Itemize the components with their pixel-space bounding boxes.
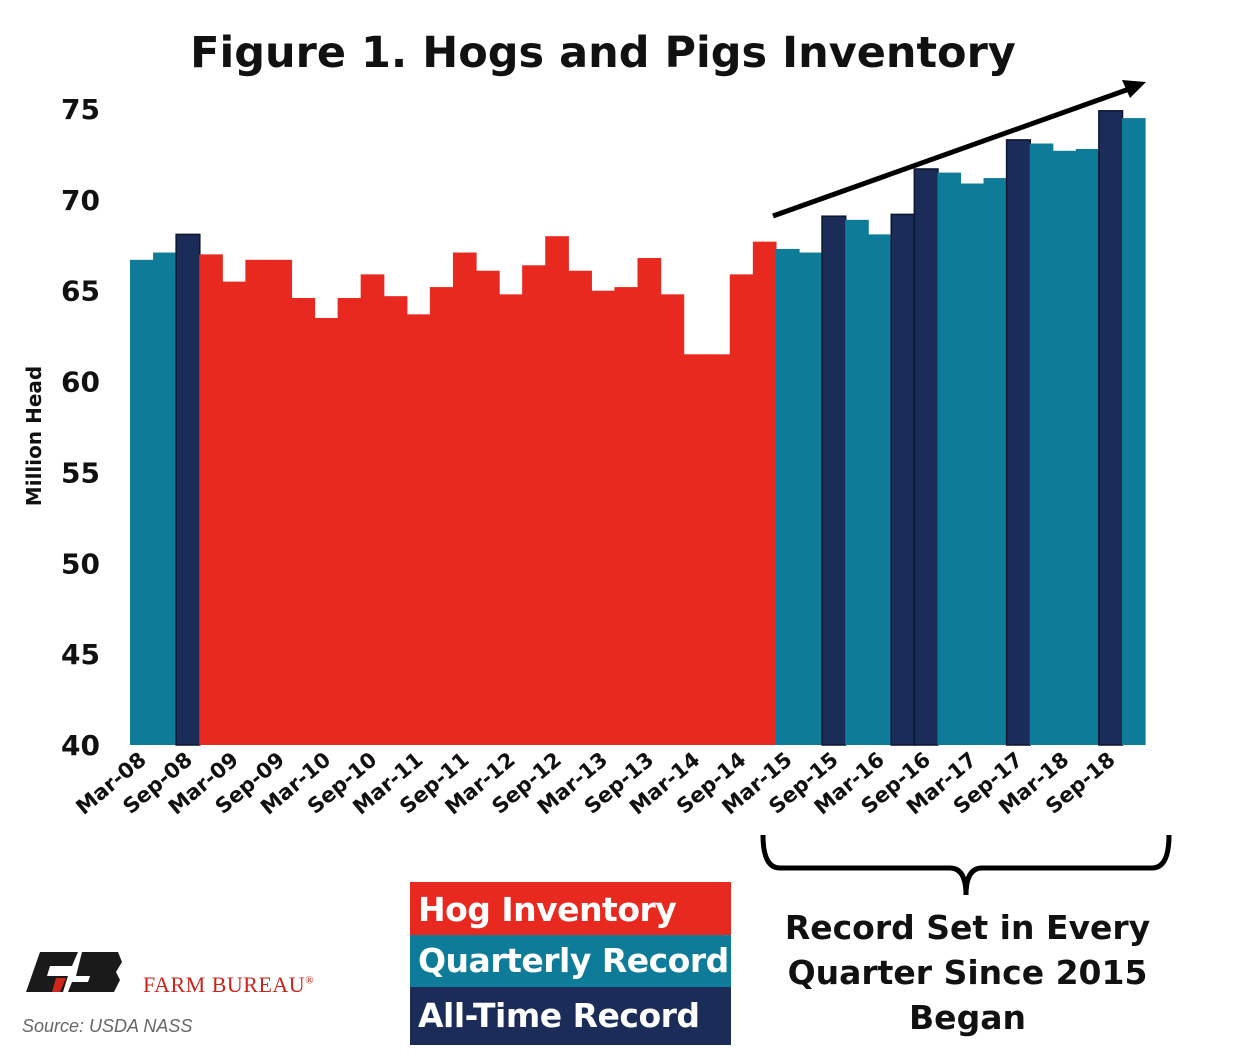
bar-quarterly [798,252,823,745]
bar-hog [568,270,592,745]
farm-bureau-name: FARM BUREAU® [143,972,314,998]
bar-quarterly [1121,118,1146,746]
bar-hog [637,258,662,745]
bar-hog [683,354,708,745]
y-tick-label: 60 [61,366,100,399]
y-tick-label: 40 [61,729,100,762]
bar-quarterly [153,252,177,745]
bar-hog [383,296,408,745]
bar-hog [706,354,731,745]
legend: Hog Inventory Quarterly Record All-Time … [410,882,731,1045]
bar-quarterly [1052,150,1077,745]
bar-quarterly [775,248,800,746]
bar-alltime [821,215,847,746]
farm-bureau-logo-mark [26,952,122,992]
brand-name: FARM BUREAU [143,972,306,997]
bar-quarterly [937,172,962,746]
bars [130,110,1146,746]
source-note: Source: USDA NASS [22,1016,193,1036]
bar-hog [452,252,477,745]
legend-item-hog-inventory: Hog Inventory [410,882,731,935]
bar-alltime [913,168,939,746]
trend-arrow [772,80,1146,219]
bar-hog [337,297,362,745]
annotation-line: Began [909,998,1026,1037]
bar-quarterly [868,234,892,745]
legend-item-quarterly-record: Quarterly Record [410,935,731,987]
y-tick-label: 70 [61,184,100,217]
bracket [760,834,1172,896]
bar-hog [545,236,569,745]
y-tick-label: 75 [61,93,100,126]
bar-hog [729,274,754,745]
bar-hog [499,294,523,745]
bar-hog [199,254,223,745]
bar-quarterly [1075,148,1100,745]
bar-quarterly [960,183,985,745]
annotation-line: Quarter Since 2015 [787,953,1148,992]
chart-title: Figure 1. Hogs and Pigs Inventory [190,28,1016,78]
bar-hog [614,287,639,745]
bar-hog [222,281,246,745]
bar-hog [268,259,293,745]
bar-alltime [1098,110,1124,746]
y-tick-label: 45 [61,638,100,671]
bar-hog [360,274,385,745]
bar-hog [429,287,454,745]
bar-hog [522,265,546,745]
bar-hog [476,270,500,745]
bar-hog [660,294,685,745]
y-axis-label: Million Head [22,366,46,506]
bar-alltime [1005,139,1032,746]
bar-alltime [890,213,916,746]
x-axis: Mar-08Sep-08Mar-09Sep-09Mar-10Sep-10Mar-… [71,747,1119,819]
bar-hog [591,290,616,745]
bar-quarterly [1029,143,1054,746]
bar-hog [245,259,270,745]
bar-alltime [175,233,201,746]
bar-quarterly [983,178,1008,746]
bar-hog [406,314,431,745]
bar-quarterly [130,259,154,745]
y-tick-label: 65 [61,275,100,308]
record-annotation: Record Set in Every Quarter Since 2015 B… [770,905,1165,1040]
bar-quarterly [845,219,869,746]
annotation-line: Record Set in Every [784,908,1151,947]
bar-hog [314,317,339,745]
y-tick-label: 55 [61,456,100,489]
bar-hog [752,241,777,745]
y-axis: 40 45 50 55 60 65 70 75 [61,93,100,762]
y-tick-label: 50 [61,547,100,580]
bar-hog [291,297,316,745]
legend-item-all-time-record: All-Time Record [410,987,731,1045]
registered-mark: ® [305,974,315,987]
